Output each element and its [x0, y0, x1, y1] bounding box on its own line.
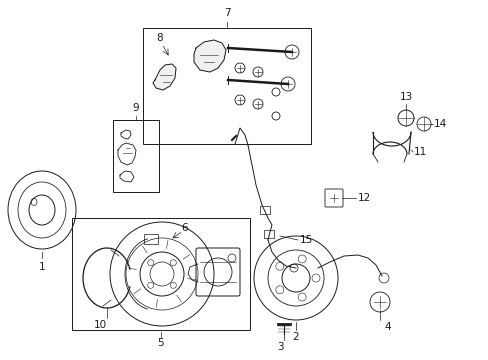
Text: 7: 7 [223, 8, 230, 18]
Text: 12: 12 [357, 193, 370, 203]
Text: 3: 3 [276, 342, 283, 352]
Text: 10: 10 [93, 320, 106, 330]
Text: 13: 13 [399, 92, 412, 102]
Bar [264, 230, 273, 238]
Polygon shape [153, 64, 176, 90]
Bar [143, 234, 158, 244]
Text: 15: 15 [299, 235, 313, 245]
Text: 1: 1 [39, 262, 45, 272]
Bar [142, 28, 310, 144]
Text: 9: 9 [132, 103, 139, 113]
Text: 4: 4 [384, 322, 390, 332]
Bar [72, 218, 249, 330]
Text: 11: 11 [413, 147, 427, 157]
Text: 8: 8 [156, 33, 163, 43]
Bar [113, 120, 159, 192]
Bar [260, 206, 269, 214]
Text: 6: 6 [182, 223, 188, 233]
Text: 5: 5 [157, 338, 164, 348]
Text: 2: 2 [292, 332, 299, 342]
Polygon shape [194, 40, 225, 72]
Text: 14: 14 [433, 119, 447, 129]
